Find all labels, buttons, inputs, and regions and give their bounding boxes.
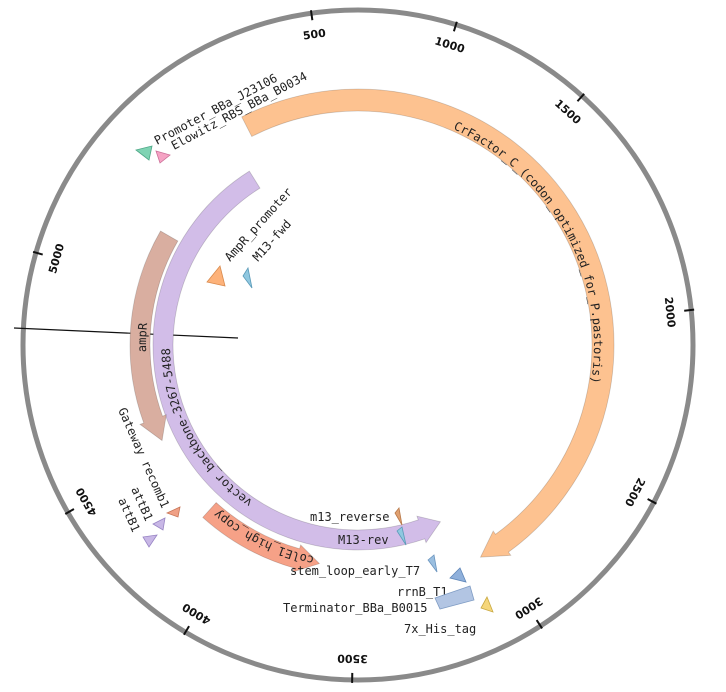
backbone-ring (20, 7, 696, 683)
feature-label-his-tag: 7x_His_tag (404, 622, 476, 636)
feature-marker-promoter-j23106[interactable] (135, 145, 153, 161)
feature-arc-cole1-high-copy[interactable] (202, 501, 321, 573)
feature-marker-attb1-lower[interactable] (142, 534, 158, 548)
tick-label-500: 500 (302, 26, 327, 42)
tick-label-2500: 2500 (622, 476, 648, 509)
feature-marker-m13-fwd[interactable] (242, 266, 253, 289)
feature-label-m13-reverse: m13_reverse (310, 510, 389, 524)
tick-label-1000: 1000 (433, 35, 466, 56)
tick-label-3000: 3000 (512, 594, 545, 622)
feature-marker-attb1-upper[interactable] (152, 517, 166, 531)
feature-marker-ampr-promoter[interactable] (206, 265, 226, 287)
feature-marker-gateway-recomb1[interactable] (165, 506, 181, 518)
tick-mark-500 (309, 10, 314, 21)
tick-mark-4500 (64, 508, 75, 515)
tick-label-4000: 4000 (180, 600, 213, 627)
tick-label-1500: 1500 (552, 97, 584, 127)
tick-mark-2500 (647, 498, 657, 505)
feature-marker-stem-loop-t7[interactable] (427, 554, 438, 573)
tick-mark-3000 (535, 619, 543, 630)
feature-arc-group (129, 88, 615, 573)
feature-arc-ampr[interactable] (129, 230, 179, 442)
tick-mark-5000 (32, 250, 43, 256)
feature-marker-his-tag[interactable] (480, 596, 494, 613)
origin-line (13, 327, 239, 339)
feature-arc-vector-backbone-3267-5488[interactable] (152, 170, 442, 551)
feature-marker-terminator-b0015[interactable] (434, 585, 475, 610)
tick-mark-1500 (576, 93, 585, 102)
tick-mark-4000 (183, 625, 190, 636)
feature-marker-elowitz-rbs[interactable] (155, 150, 171, 164)
tick-label-4500: 4500 (73, 485, 100, 518)
tick-label-5000: 5000 (46, 242, 67, 275)
feature-label-terminator-b0015: Terminator_BBa_B0015 (283, 601, 428, 615)
feature-marker-m13-rev[interactable] (396, 526, 407, 546)
tick-label-3500: 3500 (337, 652, 368, 666)
feature-marker-m13-reverse[interactable] (394, 507, 403, 526)
tick-mark-1000 (452, 21, 458, 32)
tick-label-2000: 2000 (662, 296, 678, 328)
feature-label-rrnb-t1: rrnB_T1 (397, 585, 448, 599)
feature-label-m13-rev: M13-rev (338, 533, 389, 547)
feature-label-stem-loop-t7: stem_loop_early_T7 (290, 564, 420, 578)
tick-mark-2000 (684, 308, 695, 312)
feature-arc-label-ampr: ampR (135, 321, 150, 352)
feature-arc-crfactor-c-codon-optimized-for-p-pastoris[interactable] (241, 88, 615, 558)
feature-marker-rrnb-t1[interactable] (449, 567, 467, 583)
